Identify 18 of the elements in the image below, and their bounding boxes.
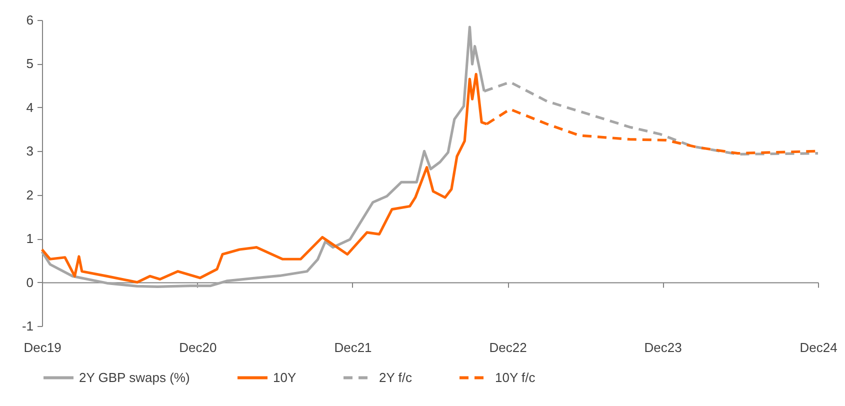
y-tick-label: 1 [26,231,34,246]
y-tick-label: 0 [26,274,34,290]
x-tick-label: Dec21 [334,340,372,355]
y-tick-label: -1 [22,318,34,334]
y-tick-label: 5 [26,56,34,72]
x-tick-label: Dec24 [800,340,838,355]
x-tick-label: Dec19 [24,340,62,355]
y-tick-label: 3 [26,144,34,159]
y-tick-label: 4 [26,100,34,115]
legend-label: 10Y f/c [495,370,536,385]
x-tick-label: Dec23 [644,340,682,355]
legend-label: 2Y f/c [379,370,412,385]
y-tick-label: 6 [26,12,34,28]
x-tick-label: Dec22 [489,340,527,355]
y-tick-label: 2 [26,187,34,202]
legend-label: 2Y GBP swaps (%) [79,370,190,385]
x-tick-label: Dec20 [179,340,217,355]
legend-label: 10Y [273,370,296,385]
